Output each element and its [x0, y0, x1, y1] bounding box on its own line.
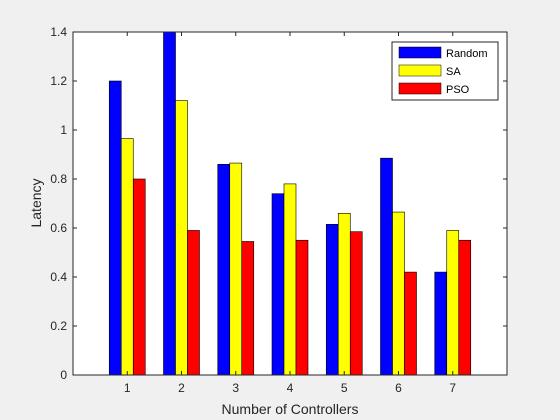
bars-group: [108, 31, 472, 376]
legend-label-random: Random: [446, 48, 488, 60]
x-tick-label: 5: [341, 381, 348, 395]
x-tick-label: 6: [395, 381, 402, 395]
x-axis-label: Number of Controllers: [222, 401, 359, 417]
legend-label-pso: PSO: [446, 84, 470, 96]
bar-random-5: [325, 224, 339, 376]
bar-pso-2: [187, 230, 200, 376]
legend-label-sa: SA: [446, 66, 461, 78]
legend-swatch-sa: [398, 64, 442, 77]
y-tick-label: 1.2: [50, 74, 67, 88]
bar-random-1: [108, 80, 122, 376]
x-tick-label: 7: [449, 381, 456, 395]
y-tick-label: 1: [60, 123, 67, 137]
bar-sa-3: [229, 162, 243, 376]
legend-swatch-random: [398, 46, 442, 59]
bar-pso-4: [295, 239, 309, 376]
y-tick-label: 0.8: [50, 172, 67, 186]
x-tick-label: 3: [232, 381, 239, 395]
x-tick-label: 2: [178, 381, 185, 395]
bar-pso-5: [349, 231, 363, 376]
bar-random-6: [380, 157, 393, 376]
legend-swatch-pso: [398, 82, 442, 95]
bar-sa-1: [120, 138, 134, 376]
y-tick-label: 0.2: [50, 319, 67, 333]
x-tick-label: 4: [287, 381, 294, 395]
bar-sa-6: [392, 211, 405, 376]
bar-random-2: [163, 31, 176, 376]
y-tick-label: 1.4: [50, 25, 67, 39]
y-tick-label: 0.4: [50, 270, 67, 284]
y-tick-label: 0.6: [50, 221, 67, 235]
y-axis-label: Latency: [28, 178, 44, 227]
x-tick-label: 1: [124, 381, 131, 395]
bar-pso-7: [458, 239, 472, 376]
x-axis: 1 2 3 4 5 6 7: [124, 32, 456, 395]
bar-random-7: [434, 271, 448, 376]
bar-sa-7: [446, 230, 460, 376]
y-tick-label: 0: [60, 368, 67, 382]
bar-random-4: [271, 193, 285, 376]
bar-pso-6: [404, 271, 417, 376]
y-axis: 0 0.2 0.4 0.6 0.8 1 1.2 1.4: [50, 25, 507, 382]
legend: Random SA PSO: [391, 41, 499, 101]
bar-sa-4: [283, 183, 297, 376]
bar-random-3: [217, 164, 231, 376]
bar-pso-1: [132, 178, 146, 376]
bar-sa-2: [175, 100, 188, 376]
bar-sa-5: [337, 213, 351, 376]
bar-pso-3: [241, 241, 255, 376]
